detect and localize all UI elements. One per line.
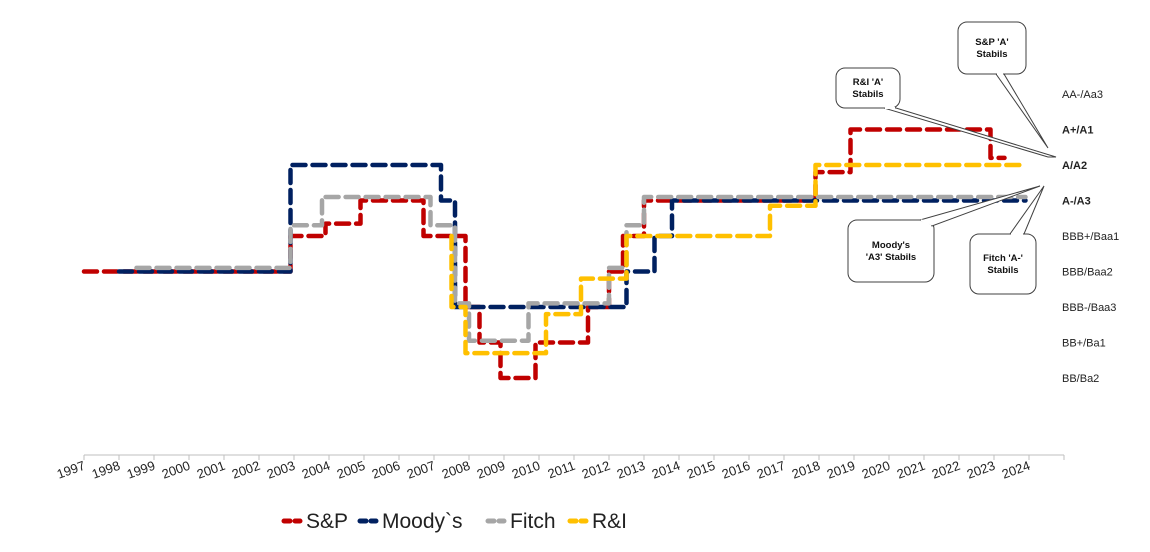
callout-text: Fitch 'A-' — [983, 253, 1023, 264]
rating-label: BBB+/Baa1 — [1062, 231, 1119, 243]
series-line-3 — [449, 162, 1028, 356]
x-tick-label: 1999 — [125, 458, 157, 482]
rating-scale-labels: BB/Ba2 BB+/Ba1 BBB-/Baa3 BBB/Baa2 BBB+/Baa1 A… — [1062, 89, 1119, 385]
rating-label: BB+/Ba1 — [1062, 338, 1106, 350]
x-tick-label: 2007 — [405, 458, 437, 482]
series-layer — [81, 127, 1028, 381]
x-tick-label: 2008 — [440, 458, 472, 482]
rating-label: BBB-/Baa3 — [1062, 302, 1116, 314]
callout-moodys: Moody's'A3' Stabils — [847, 185, 1041, 283]
callout-text: R&I 'A' — [853, 77, 883, 88]
x-tick-label: 2023 — [965, 458, 997, 482]
rating-label: A-/A3 — [1062, 196, 1091, 208]
callout-box — [957, 21, 1027, 75]
x-tick-label: 2021 — [895, 458, 927, 482]
x-tick-label: 2022 — [930, 458, 962, 482]
x-tick-label: 2006 — [370, 458, 402, 482]
callout-pointer — [995, 73, 1049, 149]
legend-item-0: S&P — [281, 510, 348, 533]
x-tick-label: 2010 — [510, 458, 542, 482]
x-tick-label: 2001 — [195, 458, 227, 482]
legend-label: R&I — [592, 510, 627, 533]
legend-item-2: Fitch — [485, 510, 556, 533]
x-tick-label: 2003 — [265, 458, 297, 482]
x-tick-label: 2015 — [685, 458, 717, 482]
x-tick-label: 2004 — [300, 458, 332, 482]
callout-box — [835, 67, 901, 109]
x-tick-label: 2011 — [546, 458, 577, 482]
x-tick-label: 2005 — [335, 458, 367, 482]
legend-label: Moody`s — [382, 510, 463, 533]
legend-item-3: R&I — [567, 510, 627, 533]
callout-text: Moody's — [872, 240, 910, 251]
x-tick-label: 2002 — [230, 458, 262, 482]
x-tick-label: 2024 — [1000, 458, 1032, 482]
x-tick-label: 2017 — [755, 458, 787, 482]
x-tick-label: 2012 — [580, 458, 612, 482]
rating-label: BBB/Baa2 — [1062, 267, 1113, 279]
callout-text: Stabils — [987, 265, 1018, 276]
callout-text: Stabils — [976, 49, 1007, 60]
legend-label: Fitch — [510, 510, 556, 533]
legend-item-1: Moody`s — [357, 510, 463, 533]
x-tick-label: 2009 — [475, 458, 507, 482]
series-line-2 — [134, 194, 1028, 343]
callout-seam — [920, 219, 932, 227]
x-axis: 1997 1998 1999 2000 2001 2002 2003 2004 2005 2006… — [55, 454, 1065, 482]
legend-label: S&P — [306, 510, 348, 533]
callout-pointer — [883, 107, 1057, 158]
x-tick-label: 1998 — [90, 458, 122, 482]
x-tick-label: 2019 — [825, 458, 857, 482]
x-tick-label: 2000 — [160, 458, 192, 482]
callout-text: 'A3' Stabils — [866, 252, 916, 263]
x-tick-label: 2014 — [650, 458, 682, 482]
rating-label: A+/A1 — [1062, 125, 1094, 137]
callout-text: Stabils — [852, 89, 883, 100]
x-tick-label: 2013 — [615, 458, 647, 482]
x-tick-label: 2020 — [860, 458, 892, 482]
x-tick-label: 2018 — [790, 458, 822, 482]
series-line-0 — [81, 127, 1007, 381]
callout-box — [847, 219, 935, 283]
callout-box — [969, 233, 1037, 295]
rating-label: A/A2 — [1062, 160, 1087, 172]
callout-sp: S&P 'A'Stabils — [957, 21, 1049, 149]
legend: S&P Moody`s Fitch R&I — [281, 510, 627, 533]
x-tick-label: 1997 — [55, 458, 87, 482]
x-tick-label: 2016 — [720, 458, 752, 482]
callout-ri: R&I 'A'Stabils — [835, 67, 1057, 158]
callout-text: S&P 'A' — [975, 37, 1008, 48]
callout-fitch: Fitch 'A-'Stabils — [969, 185, 1045, 295]
rating-label: AA-/Aa3 — [1062, 89, 1103, 101]
rating-label: BB/Ba2 — [1062, 373, 1099, 385]
